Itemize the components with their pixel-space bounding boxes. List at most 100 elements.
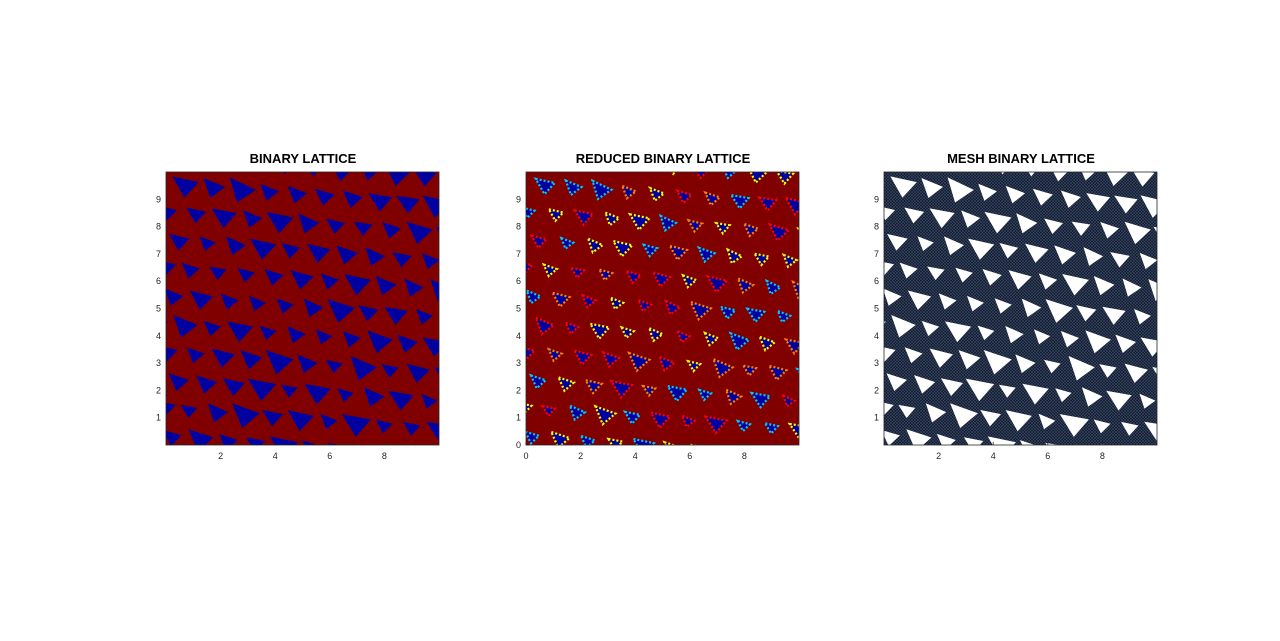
lattice-hole [647, 326, 665, 343]
lattice-hole [320, 273, 340, 290]
y-tick-label: 9 [874, 194, 879, 204]
lattice-hole [180, 404, 198, 419]
lattice-hole [526, 288, 543, 305]
lattice-hole [166, 347, 178, 362]
lattice-hole [667, 244, 690, 262]
lattice-hole [169, 233, 190, 251]
x-tick-label: 4 [991, 451, 996, 461]
lattice-hole [749, 172, 769, 185]
lattice-hole [563, 320, 581, 336]
lattice-hole [977, 325, 995, 341]
lattice-hole [240, 350, 263, 370]
lattice-hole [1110, 252, 1130, 268]
lattice-hole [627, 212, 652, 232]
y-tick-label: 6 [874, 276, 879, 286]
lattice-hole [304, 383, 331, 405]
lattice-hole [921, 320, 940, 337]
lattice-hole [344, 273, 371, 296]
lattice-hole [1045, 299, 1074, 323]
lattice-hole [695, 172, 708, 180]
lattice-hole [526, 182, 527, 183]
lattice-hole [994, 298, 1012, 314]
lattice-hole [688, 300, 713, 321]
lattice-hole [166, 262, 177, 276]
lattice-hole [648, 410, 673, 430]
lattice-hole [1121, 421, 1139, 436]
lattice-hole [392, 252, 412, 268]
lattice-hole [611, 239, 635, 259]
lattice-hole [662, 440, 677, 445]
lattice-hole [222, 378, 246, 396]
lattice-hole [1053, 172, 1068, 182]
lattice-hole [757, 335, 777, 352]
x-tick-label: 4 [633, 451, 638, 461]
lattice-hole [287, 325, 306, 344]
y-tick-label: 4 [874, 331, 879, 341]
lattice-hole [590, 178, 614, 201]
lattice-hole [958, 350, 981, 370]
lattice-hole [526, 207, 537, 220]
lattice-hole [166, 207, 178, 221]
lattice-hole [358, 305, 379, 322]
lattice-hole [556, 375, 577, 393]
lattice-hole [776, 309, 793, 324]
lattice-hole [624, 269, 643, 285]
lattice-hole [353, 221, 373, 236]
lattice-hole [627, 351, 652, 373]
lattice-hole [886, 373, 907, 392]
x-tick-label: 8 [1100, 451, 1105, 461]
lattice-hole [1033, 329, 1051, 345]
lattice-hole [1139, 393, 1156, 409]
y-tick-label: 9 [516, 194, 521, 204]
lattice-hole [891, 314, 916, 338]
lattice-hole [944, 321, 972, 343]
y-tick-label: 4 [156, 331, 161, 341]
lattice-hole [636, 298, 654, 314]
lattice-hole [327, 299, 356, 323]
x-tick-label: 6 [687, 451, 692, 461]
lattice-hole [211, 348, 235, 368]
lattice-hole [421, 252, 439, 270]
lattice-hole [422, 195, 439, 218]
lattice-hole [342, 190, 363, 208]
mesh-binary-lattice-chart: MESH BINARY LATTICE 2 4 6 8 1 2 3 4 5 6 7 8 9 [858, 150, 1158, 461]
lattice-hole [259, 325, 277, 341]
lattice-hole [199, 236, 216, 251]
lattice-hole [927, 266, 945, 281]
lattice-hole [640, 384, 658, 398]
lattice-hole [651, 270, 673, 289]
holes-layer [526, 172, 799, 445]
y-tick-label: 9 [156, 194, 161, 204]
lattice-hole [1060, 330, 1080, 348]
lattice-hole [266, 211, 294, 234]
lattice-hole [904, 347, 923, 364]
lattice-hole [658, 213, 679, 233]
x-tick-label: 2 [578, 451, 583, 461]
lattice-hole [388, 390, 414, 411]
lattice-hole [1022, 383, 1049, 405]
lattice-hole [287, 185, 308, 204]
lattice-hole [579, 434, 597, 445]
lattice-hole [929, 348, 953, 368]
lattice-hole [736, 276, 756, 295]
lattice-hole [980, 409, 1002, 427]
lattice-hole [703, 190, 722, 208]
lattice-hole [609, 379, 635, 400]
lattice-hole [983, 350, 1012, 375]
lattice-hole [243, 210, 263, 228]
lattice-hole [166, 321, 168, 324]
lattice-hole [264, 269, 284, 286]
lattice-hole [884, 347, 896, 362]
lattice-hole [166, 430, 182, 445]
lattice-hole [1001, 172, 1005, 175]
lattice-hole [609, 295, 626, 311]
lattice-hole [290, 270, 314, 290]
lattice-hole [363, 387, 385, 407]
lattice-hole [559, 236, 576, 251]
lattice-hole [382, 221, 402, 239]
lattice-hole [580, 293, 598, 309]
lattice-hole [1102, 306, 1126, 325]
lattice-hole [675, 189, 694, 205]
y-tick-label: 5 [156, 304, 161, 314]
lattice-hole [350, 355, 377, 381]
